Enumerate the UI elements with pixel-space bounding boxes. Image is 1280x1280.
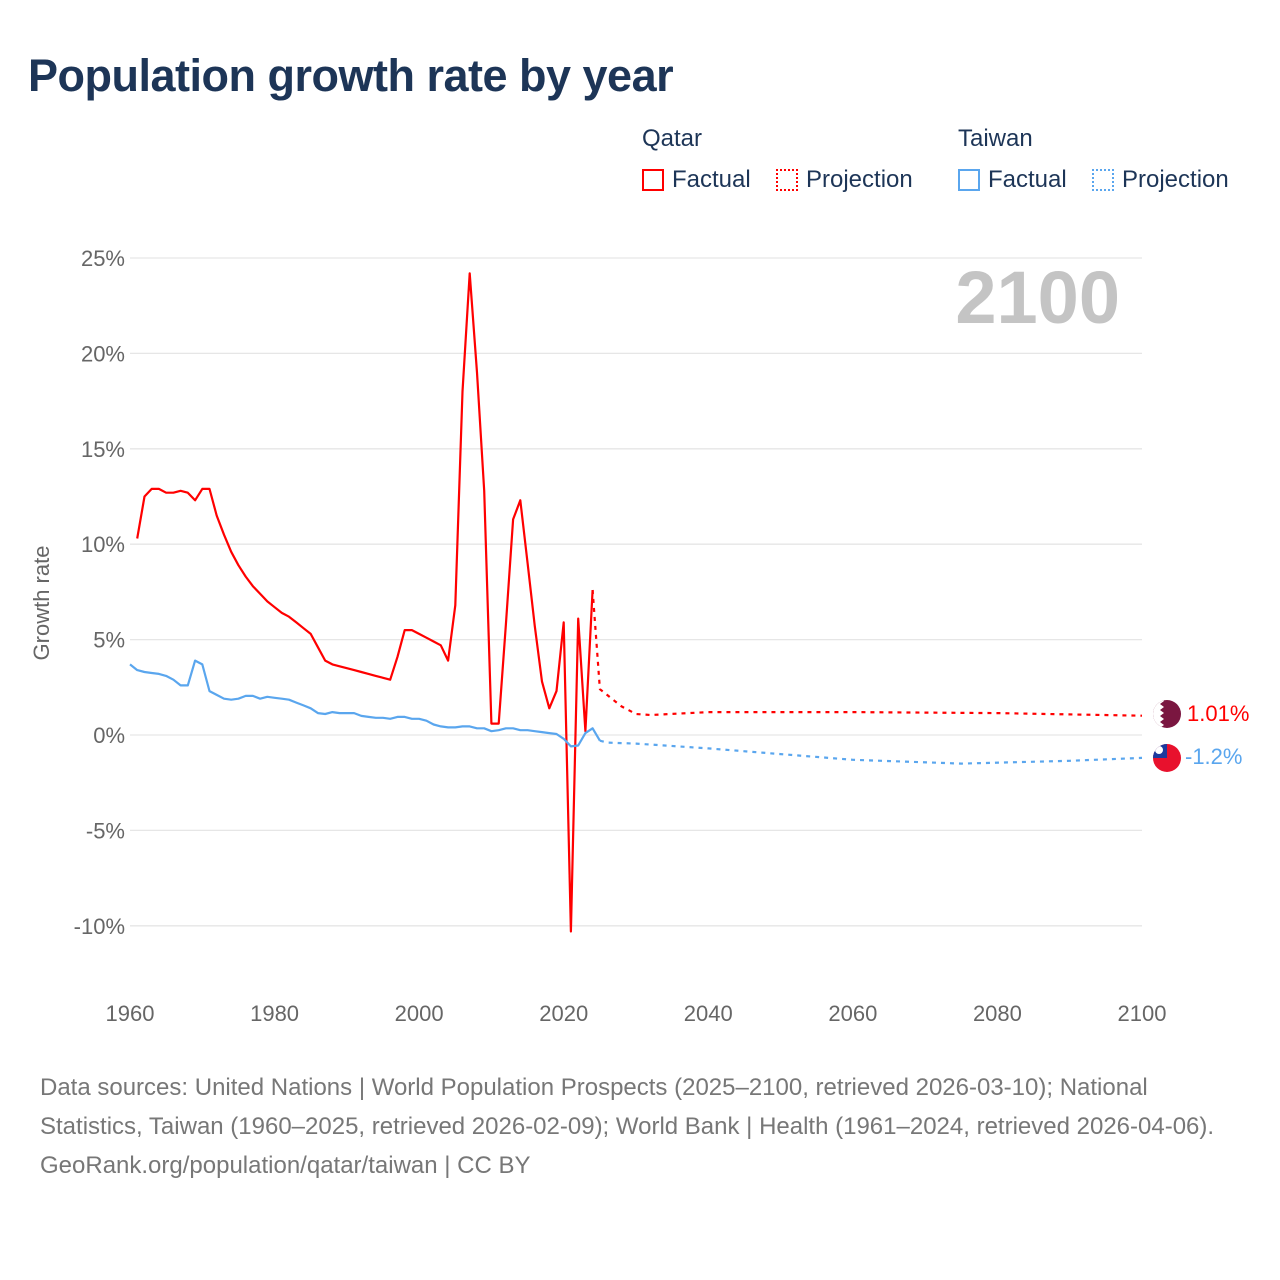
footer: Data sources: United Nations | World Pop… (40, 1068, 1250, 1185)
credit-link[interactable]: GeoRank.org/population/qatar/taiwan | CC… (40, 1152, 531, 1179)
y-tick-label: 10% (81, 532, 125, 557)
legend-label: Projection (1122, 166, 1229, 193)
x-tick-label: 1980 (250, 1001, 299, 1026)
qatar-factual-line (136, 272, 594, 933)
x-tick-label: 2000 (395, 1001, 444, 1026)
data-sources: Data sources: United Nations | World Pop… (40, 1074, 1215, 1140)
x-tick-label: 2060 (828, 1001, 877, 1026)
legend-qatar-projection[interactable]: Projection (776, 166, 913, 194)
plot-area: 25% 20% 15% 10% 5% 0% -5% -10% 1960 1980 2000 2020 2… (74, 246, 1250, 1026)
qatar-projection-line (591, 589, 1143, 717)
taiwan-end-value: -1.2% (1185, 744, 1242, 769)
x-tick-label: 2040 (684, 1001, 733, 1026)
taiwan-projection-line (599, 739, 1143, 765)
dotted-swatch-icon (1092, 169, 1114, 191)
legend-group-taiwan: Taiwan (958, 125, 1033, 152)
y-tick-label: 25% (81, 246, 125, 271)
y-tick-label: 5% (93, 628, 125, 653)
qatar-end-value: 1.01% (1187, 701, 1249, 726)
solid-swatch-icon (958, 169, 980, 191)
legend-label: Factual (672, 166, 751, 193)
y-tick-label: -5% (86, 818, 125, 843)
x-tick-label: 1960 (106, 1001, 155, 1026)
legend-qatar-factual[interactable]: Factual (642, 166, 751, 194)
dotted-swatch-icon (776, 169, 798, 191)
y-tick-label: -10% (74, 914, 125, 939)
legend-label: Projection (806, 166, 913, 193)
x-tick-label: 2100 (1118, 1001, 1167, 1026)
qatar-flag-icon (1153, 700, 1181, 728)
current-year-label: 2100 (955, 256, 1120, 339)
taiwan-factual-line (129, 659, 601, 748)
legend-taiwan-projection[interactable]: Projection (1092, 166, 1229, 194)
legend-group-qatar: Qatar (642, 125, 703, 152)
y-tick-label: 0% (93, 723, 125, 748)
x-tick-label: 2080 (973, 1001, 1022, 1026)
taiwan-flag-icon (1153, 744, 1181, 772)
page-title: Population growth rate by year (28, 50, 674, 101)
y-tick-label: 15% (81, 437, 125, 462)
legend-taiwan-factual[interactable]: Factual (958, 166, 1067, 194)
y-tick-label: 20% (81, 341, 125, 366)
solid-swatch-icon (642, 169, 664, 191)
x-tick-label: 2020 (539, 1001, 588, 1026)
legend-label: Factual (988, 166, 1067, 193)
